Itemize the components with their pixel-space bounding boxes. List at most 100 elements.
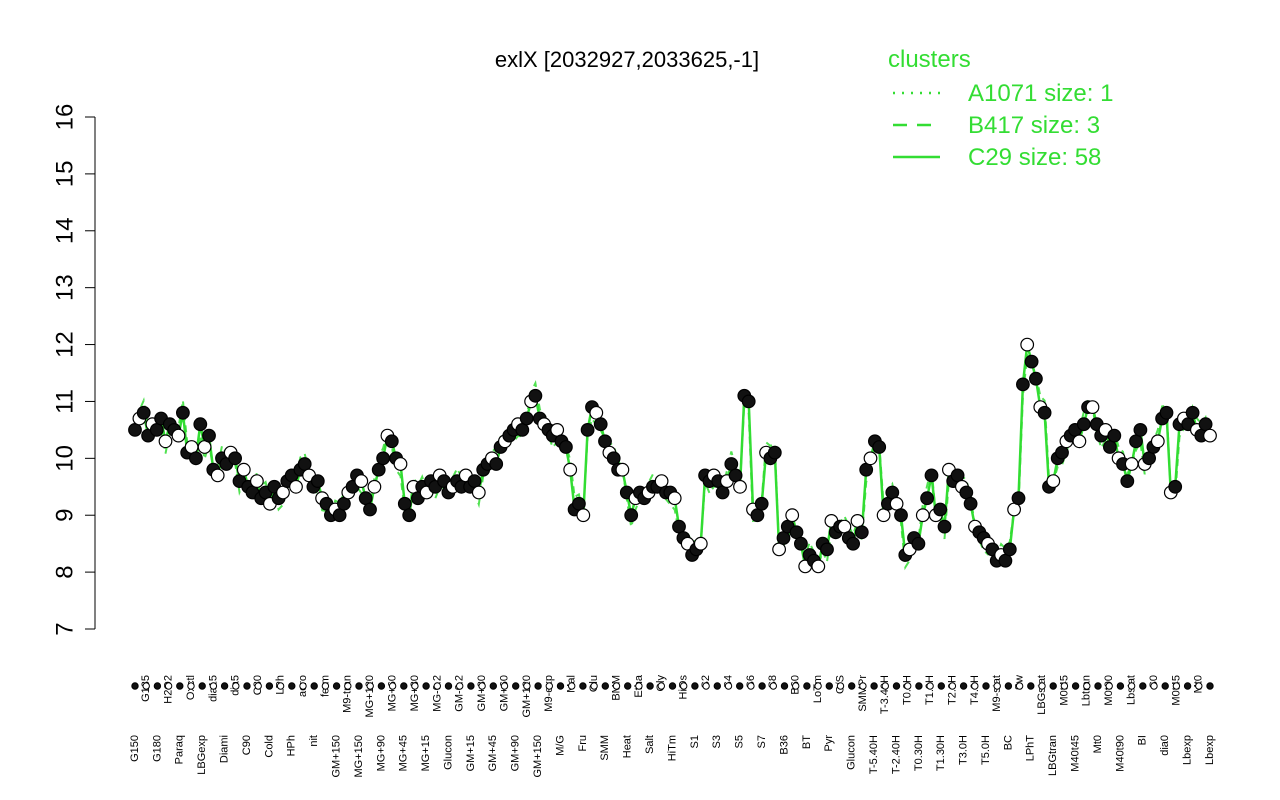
data-point — [188, 451, 203, 466]
legend: clusters A1071 size: 1 B417 size: 3 C29 … — [888, 46, 1113, 171]
data-point — [1133, 423, 1148, 437]
data-point — [754, 496, 769, 511]
x-rug-point — [220, 682, 229, 690]
x-rug-point — [1105, 682, 1113, 690]
data-point — [915, 508, 930, 523]
x-rug-point — [456, 682, 464, 690]
x-tick-label: HiTm — [666, 735, 678, 761]
x-tick-label: GM+15 — [465, 735, 477, 771]
x-rug-point — [836, 682, 845, 690]
x-tick-label: HPh — [286, 735, 298, 756]
x-tick-label: GM+45 — [487, 735, 499, 771]
x-rug-point — [971, 682, 979, 690]
x-rug-point — [859, 682, 867, 690]
x-rug-point — [1206, 682, 1214, 690]
data-point — [889, 496, 904, 511]
legend-label-A1071: A1071 size: 1 — [968, 80, 1113, 107]
data-point — [741, 394, 756, 409]
data-point — [249, 474, 264, 489]
x-rug-point — [187, 682, 195, 690]
x-rug-point — [288, 682, 296, 690]
data-point — [911, 536, 926, 551]
x-tick-label: Glucon — [846, 735, 858, 770]
x-rug-point — [803, 682, 811, 690]
x-tick-label: T1.30H — [935, 735, 947, 771]
data-point — [1102, 440, 1117, 454]
data-point — [1124, 457, 1139, 471]
data-point — [733, 479, 747, 494]
x-rug-point — [680, 682, 688, 690]
data-point — [876, 508, 891, 523]
data-point — [228, 451, 243, 466]
x-rug-point — [870, 682, 878, 690]
y-tick-label: 8 — [51, 565, 78, 578]
x-rug-point — [512, 682, 520, 690]
data-point — [785, 508, 800, 523]
x-rug-point — [1139, 682, 1147, 690]
data-point — [580, 423, 595, 437]
data-point — [924, 468, 939, 483]
data-point — [1185, 405, 1200, 420]
data-point — [593, 417, 608, 432]
x-rug-point — [713, 682, 721, 690]
x-rug-point — [265, 682, 274, 690]
x-rug-point — [523, 682, 531, 690]
x-rug-point — [1127, 682, 1136, 690]
legend-title: clusters — [888, 46, 971, 73]
legend-label-B417: B417 size: 3 — [968, 112, 1100, 139]
x-tick-label: SMM — [599, 735, 611, 761]
x-tick-label: B36 — [778, 735, 790, 755]
data-point — [794, 536, 808, 551]
data-point — [950, 468, 965, 483]
x-tick-label: GM+90 — [510, 735, 522, 771]
data-point — [297, 457, 312, 471]
data-point — [1159, 405, 1174, 420]
x-rug-point — [892, 682, 901, 690]
x-rug-point — [769, 682, 777, 690]
x-tick-label: Lbstat — [1126, 675, 1138, 705]
x-tick-label: Lbexp — [1204, 735, 1216, 765]
legend-label-C29: C29 size: 58 — [968, 144, 1101, 171]
x-tick-label: T4.0H — [969, 675, 981, 705]
x-rug-point — [635, 682, 643, 690]
x-rug-point — [1094, 682, 1102, 690]
data-point — [1037, 405, 1052, 420]
x-rug-point — [232, 682, 240, 690]
data-point — [515, 423, 530, 437]
data-point — [789, 525, 804, 540]
x-rug-point — [657, 682, 665, 690]
data-point — [1085, 400, 1100, 415]
data-point — [1024, 354, 1039, 369]
data-point — [937, 519, 952, 534]
x-axis: G150G135G180H2O2ParaqOxctlLBGexpdia15Dia… — [129, 674, 1216, 777]
data-point — [202, 428, 216, 443]
x-rug-point — [747, 682, 755, 690]
data-point — [489, 457, 504, 471]
x-tick-label: BT — [801, 735, 813, 749]
x-rug-point — [993, 682, 1001, 690]
data-point — [402, 508, 417, 523]
x-rug-point — [937, 682, 945, 690]
data-point — [393, 457, 408, 471]
data-point — [750, 508, 765, 523]
x-tick-label: Lbexp — [1182, 735, 1194, 765]
x-rug-point — [982, 682, 990, 690]
x-tick-label: BI — [1137, 735, 1149, 745]
data-point — [776, 531, 791, 545]
x-rug-point — [433, 682, 441, 690]
data-point — [563, 462, 578, 477]
data-point — [289, 479, 303, 494]
x-tick-label: dia0 — [1159, 735, 1171, 756]
x-rug-point — [411, 682, 419, 690]
data-point — [128, 423, 142, 437]
x-rug-point — [400, 682, 408, 690]
x-tick-label: C90 — [241, 735, 253, 755]
data-point — [397, 496, 412, 511]
x-rug-point — [702, 682, 710, 690]
data-point — [175, 405, 190, 420]
x-rug-point — [444, 682, 453, 690]
x-tick-label: nit — [308, 735, 320, 747]
data-point — [933, 502, 948, 517]
x-rug-point — [758, 682, 766, 690]
